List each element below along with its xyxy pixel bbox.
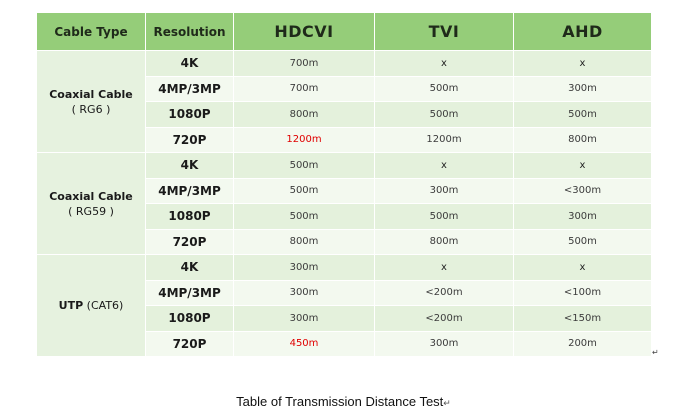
hdcvi-distance-cell: 500m	[233, 152, 375, 179]
resolution-cell: 4K	[145, 50, 234, 77]
ahd-distance-cell: x	[513, 254, 652, 281]
caption-return-mark: ↵	[443, 398, 451, 408]
tvi-distance-cell: 300m	[374, 177, 514, 204]
table-row: Coaxial Cable ( RG6 ) 4K 700m x x	[36, 50, 652, 153]
tvi-distance-cell: 500m	[374, 101, 514, 128]
hdcvi-distance-cell-highlighted: 450m	[233, 330, 375, 357]
resolution-cell: 1080P	[145, 101, 234, 128]
table-row: 4MP/3MP 500m 300m <300m	[37, 177, 652, 204]
ahd-distance-cell: x	[513, 50, 652, 77]
ahd-distance-cell: 500m	[513, 101, 652, 128]
table-caption: Table of Transmission Distance Test↵	[0, 394, 687, 409]
header-ahd: AHD	[513, 12, 652, 51]
paragraph-return-mark: ↵	[652, 348, 659, 357]
cable-type-name: UTP	[58, 299, 84, 312]
header-resolution: Resolution	[145, 12, 234, 51]
hdcvi-distance-cell: 300m	[233, 305, 375, 332]
header-tvi: TVI	[374, 12, 514, 51]
hdcvi-distance-cell: 800m	[233, 228, 375, 255]
ahd-distance-cell: 200m	[513, 330, 652, 357]
caption-text: Table of Transmission Distance Test	[236, 394, 444, 409]
ahd-distance-cell: 300m	[513, 75, 652, 102]
header-cable-type: Cable Type	[36, 12, 146, 51]
tvi-distance-cell: 300m	[374, 330, 514, 357]
ahd-distance-cell: 500m	[513, 228, 652, 255]
table-row: 720P 800m 800m 500m	[37, 228, 652, 255]
transmission-distance-table: Cable Type Resolution HDCVI TVI AHD Coax…	[36, 12, 652, 357]
cable-type-spec: ( RG6 )	[71, 102, 111, 116]
resolution-cell: 720P	[145, 330, 234, 357]
hdcvi-distance-cell: 800m	[233, 101, 375, 128]
hdcvi-distance-cell: 700m	[233, 50, 375, 77]
cable-type-cell: Coaxial Cable ( RG6 )	[36, 50, 146, 153]
hdcvi-distance-cell: 300m	[233, 279, 375, 306]
tvi-distance-cell: 500m	[374, 203, 514, 230]
resolution-cell: 4K	[145, 152, 234, 179]
tvi-distance-cell: x	[374, 50, 514, 77]
table-row: Coaxial Cable ( RG59 ) 4K 500m x x	[36, 152, 652, 255]
resolution-cell: 4MP/3MP	[145, 279, 234, 306]
ahd-distance-cell: <150m	[513, 305, 652, 332]
resolution-cell: 4MP/3MP	[145, 177, 234, 204]
ahd-distance-cell: <100m	[513, 279, 652, 306]
hdcvi-distance-cell-highlighted: 1200m	[233, 126, 375, 153]
cable-type-spec: ( RG59 )	[68, 204, 114, 218]
hdcvi-distance-cell: 300m	[233, 254, 375, 281]
cable-type-name: Coaxial Cable	[49, 189, 133, 203]
ahd-distance-cell: x	[513, 152, 652, 179]
resolution-cell: 720P	[145, 228, 234, 255]
tvi-distance-cell: <200m	[374, 279, 514, 306]
tvi-distance-cell: <200m	[374, 305, 514, 332]
header-hdcvi: HDCVI	[233, 12, 375, 51]
tvi-distance-cell: x	[374, 152, 514, 179]
distance-table-container: Cable Type Resolution HDCVI TVI AHD Coax…	[36, 12, 652, 357]
tvi-distance-cell: x	[374, 254, 514, 281]
table-header-row: Cable Type Resolution HDCVI TVI AHD	[36, 12, 652, 51]
table-row: UTP (CAT6) 4K 300m x x	[36, 254, 652, 357]
resolution-cell: 1080P	[145, 305, 234, 332]
hdcvi-distance-cell: 700m	[233, 75, 375, 102]
ahd-distance-cell: 300m	[513, 203, 652, 230]
table-row: 4MP/3MP 700m 500m 300m	[37, 75, 652, 102]
table-row: 720P 450m 300m 200m	[37, 330, 652, 357]
table-row: 1080P 300m <200m <150m	[37, 305, 652, 332]
hdcvi-distance-cell: 500m	[233, 177, 375, 204]
cable-type-cell: UTP (CAT6)	[36, 254, 146, 357]
cable-type-name: Coaxial Cable	[49, 87, 133, 101]
hdcvi-distance-cell: 500m	[233, 203, 375, 230]
cable-type-spec: (CAT6)	[86, 299, 124, 312]
resolution-cell: 4K	[145, 254, 234, 281]
ahd-distance-cell: 800m	[513, 126, 652, 153]
resolution-cell: 4MP/3MP	[145, 75, 234, 102]
tvi-distance-cell: 800m	[374, 228, 514, 255]
resolution-cell: 720P	[145, 126, 234, 153]
resolution-cell: 1080P	[145, 203, 234, 230]
tvi-distance-cell: 500m	[374, 75, 514, 102]
tvi-distance-cell: 1200m	[374, 126, 514, 153]
ahd-distance-cell: <300m	[513, 177, 652, 204]
cable-type-cell: Coaxial Cable ( RG59 )	[36, 152, 146, 255]
